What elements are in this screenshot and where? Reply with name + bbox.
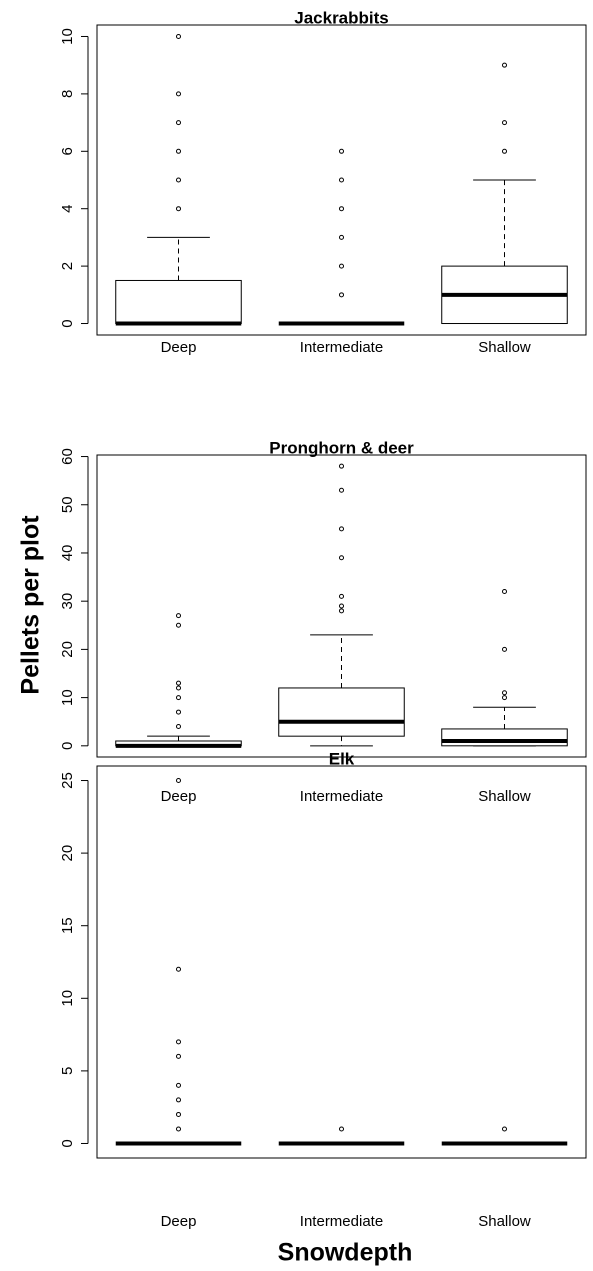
- x-tick-label: Deep: [161, 1213, 197, 1230]
- plot-frame: [96, 24, 587, 336]
- outlier: [502, 589, 507, 595]
- plot-frame: [96, 454, 587, 758]
- y-tick-label: 10: [59, 990, 76, 1007]
- y-tick-label: 0: [59, 319, 76, 327]
- outlier: [176, 1082, 181, 1088]
- box: [115, 279, 242, 325]
- outlier: [176, 206, 181, 212]
- x-tick-label: Shallow: [478, 339, 531, 356]
- x-tick-label: Intermediate: [300, 339, 383, 356]
- y-tick-label: 5: [59, 1067, 76, 1075]
- y-tick-label: 10: [59, 689, 76, 706]
- outlier: [176, 709, 181, 715]
- box: [441, 728, 568, 747]
- outlier: [176, 91, 181, 97]
- outlier: [176, 177, 181, 183]
- outlier: [502, 1126, 507, 1132]
- outlier: [502, 62, 507, 68]
- outlier: [339, 593, 344, 599]
- plot-frame: [96, 765, 587, 1159]
- outlier: [339, 463, 344, 469]
- outlier: [502, 695, 507, 701]
- outlier: [339, 555, 344, 561]
- box: [278, 687, 405, 737]
- y-tick-label: 2: [59, 262, 76, 270]
- outlier: [176, 33, 181, 39]
- x-tick-label: Deep: [161, 339, 197, 356]
- y-tick-label: 20: [59, 641, 76, 658]
- outlier: [502, 148, 507, 154]
- outlier: [176, 1126, 181, 1132]
- outlier: [339, 206, 344, 212]
- outlier: [176, 685, 181, 691]
- y-tick-label: 30: [59, 593, 76, 610]
- x-axis-label: Snowdepth: [278, 1239, 413, 1267]
- y-tick-label: 0: [59, 1139, 76, 1147]
- y-tick-label: 60: [59, 448, 76, 465]
- outlier: [339, 177, 344, 183]
- x-tick-label: Shallow: [478, 1213, 531, 1230]
- y-tick-label: 0: [59, 742, 76, 750]
- x-tick-label: Intermediate: [300, 1213, 383, 1230]
- chart-title: Jackrabbits: [294, 8, 389, 27]
- y-tick-label: 4: [59, 205, 76, 213]
- y-tick-label: 10: [59, 28, 76, 45]
- outlier: [339, 487, 344, 493]
- x-tick-label: Intermediate: [300, 788, 383, 805]
- outlier: [339, 263, 344, 269]
- y-tick-label: 15: [59, 917, 76, 934]
- outlier: [176, 1039, 181, 1045]
- y-tick-label: 25: [59, 772, 76, 789]
- outlier: [502, 690, 507, 696]
- outlier: [339, 1126, 344, 1132]
- outlier: [339, 526, 344, 532]
- y-tick-label: 40: [59, 545, 76, 562]
- y-tick-label: 50: [59, 496, 76, 513]
- outlier: [502, 646, 507, 652]
- chart-title: Elk: [329, 749, 355, 768]
- outlier: [176, 724, 181, 730]
- outlier: [339, 234, 344, 240]
- outlier: [339, 292, 344, 298]
- outlier: [176, 622, 181, 628]
- outlier: [176, 148, 181, 154]
- chart-title: Pronghorn & deer: [269, 438, 414, 457]
- y-tick-label: 8: [59, 90, 76, 98]
- outlier: [339, 148, 344, 154]
- x-tick-label: Deep: [161, 788, 197, 805]
- outlier: [176, 695, 181, 701]
- outlier: [176, 120, 181, 126]
- x-tick-label: Shallow: [478, 788, 531, 805]
- outlier: [176, 1097, 181, 1103]
- y-axis-label: Pellets per plot: [17, 515, 45, 695]
- outlier: [176, 1111, 181, 1117]
- outlier: [502, 120, 507, 126]
- outlier: [176, 1053, 181, 1059]
- outlier: [339, 603, 344, 609]
- y-tick-label: 20: [59, 845, 76, 862]
- outlier: [176, 778, 181, 784]
- y-tick-label: 6: [59, 147, 76, 155]
- outlier: [339, 608, 344, 614]
- outlier: [176, 613, 181, 619]
- outlier: [176, 680, 181, 686]
- outlier: [176, 966, 181, 972]
